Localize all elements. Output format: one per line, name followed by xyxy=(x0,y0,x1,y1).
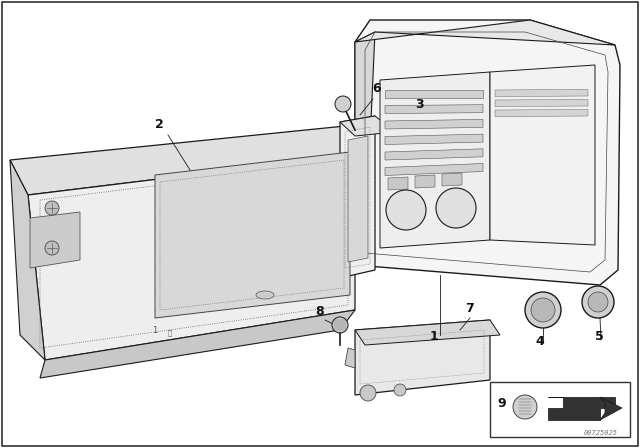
Polygon shape xyxy=(415,175,435,188)
Polygon shape xyxy=(340,116,375,278)
Text: 1: 1 xyxy=(430,330,439,343)
Polygon shape xyxy=(385,120,483,129)
Polygon shape xyxy=(385,149,483,160)
Polygon shape xyxy=(388,177,408,190)
Text: 3: 3 xyxy=(415,98,424,111)
Text: 00725025: 00725025 xyxy=(584,430,618,436)
Polygon shape xyxy=(355,20,620,285)
Polygon shape xyxy=(10,125,355,195)
Circle shape xyxy=(335,96,351,112)
Text: 7: 7 xyxy=(465,302,474,315)
Circle shape xyxy=(436,188,476,228)
Polygon shape xyxy=(30,212,80,268)
Text: 8: 8 xyxy=(315,305,324,318)
Text: Ⓒ: Ⓒ xyxy=(168,330,172,336)
Circle shape xyxy=(588,292,608,312)
Polygon shape xyxy=(380,72,490,248)
Polygon shape xyxy=(355,320,490,395)
Circle shape xyxy=(525,292,561,328)
Polygon shape xyxy=(355,20,615,45)
Polygon shape xyxy=(548,397,615,420)
Polygon shape xyxy=(385,164,483,176)
Polygon shape xyxy=(442,173,462,186)
Text: 4: 4 xyxy=(535,335,544,348)
Circle shape xyxy=(582,286,614,318)
Circle shape xyxy=(386,190,426,230)
Polygon shape xyxy=(348,136,368,262)
Polygon shape xyxy=(385,105,483,113)
Text: 9: 9 xyxy=(497,397,506,410)
Bar xyxy=(490,382,630,437)
Circle shape xyxy=(45,241,59,255)
Polygon shape xyxy=(355,320,500,345)
Polygon shape xyxy=(495,99,588,107)
Polygon shape xyxy=(385,134,483,145)
Polygon shape xyxy=(355,32,375,265)
Polygon shape xyxy=(40,310,355,378)
Polygon shape xyxy=(385,90,483,98)
Circle shape xyxy=(332,317,348,333)
Circle shape xyxy=(513,395,537,419)
Polygon shape xyxy=(10,160,45,360)
Polygon shape xyxy=(155,152,350,318)
Text: 5: 5 xyxy=(595,330,604,343)
Polygon shape xyxy=(28,155,355,360)
Polygon shape xyxy=(490,65,595,245)
Polygon shape xyxy=(495,90,588,96)
Circle shape xyxy=(394,384,406,396)
Polygon shape xyxy=(600,397,622,420)
Text: 1: 1 xyxy=(152,326,157,335)
Polygon shape xyxy=(495,109,588,116)
Circle shape xyxy=(531,298,555,322)
Polygon shape xyxy=(345,348,355,368)
Ellipse shape xyxy=(256,291,274,299)
Circle shape xyxy=(45,201,59,215)
Text: 6: 6 xyxy=(372,82,381,95)
Polygon shape xyxy=(340,116,395,136)
Text: 2: 2 xyxy=(155,118,164,131)
Circle shape xyxy=(360,385,376,401)
